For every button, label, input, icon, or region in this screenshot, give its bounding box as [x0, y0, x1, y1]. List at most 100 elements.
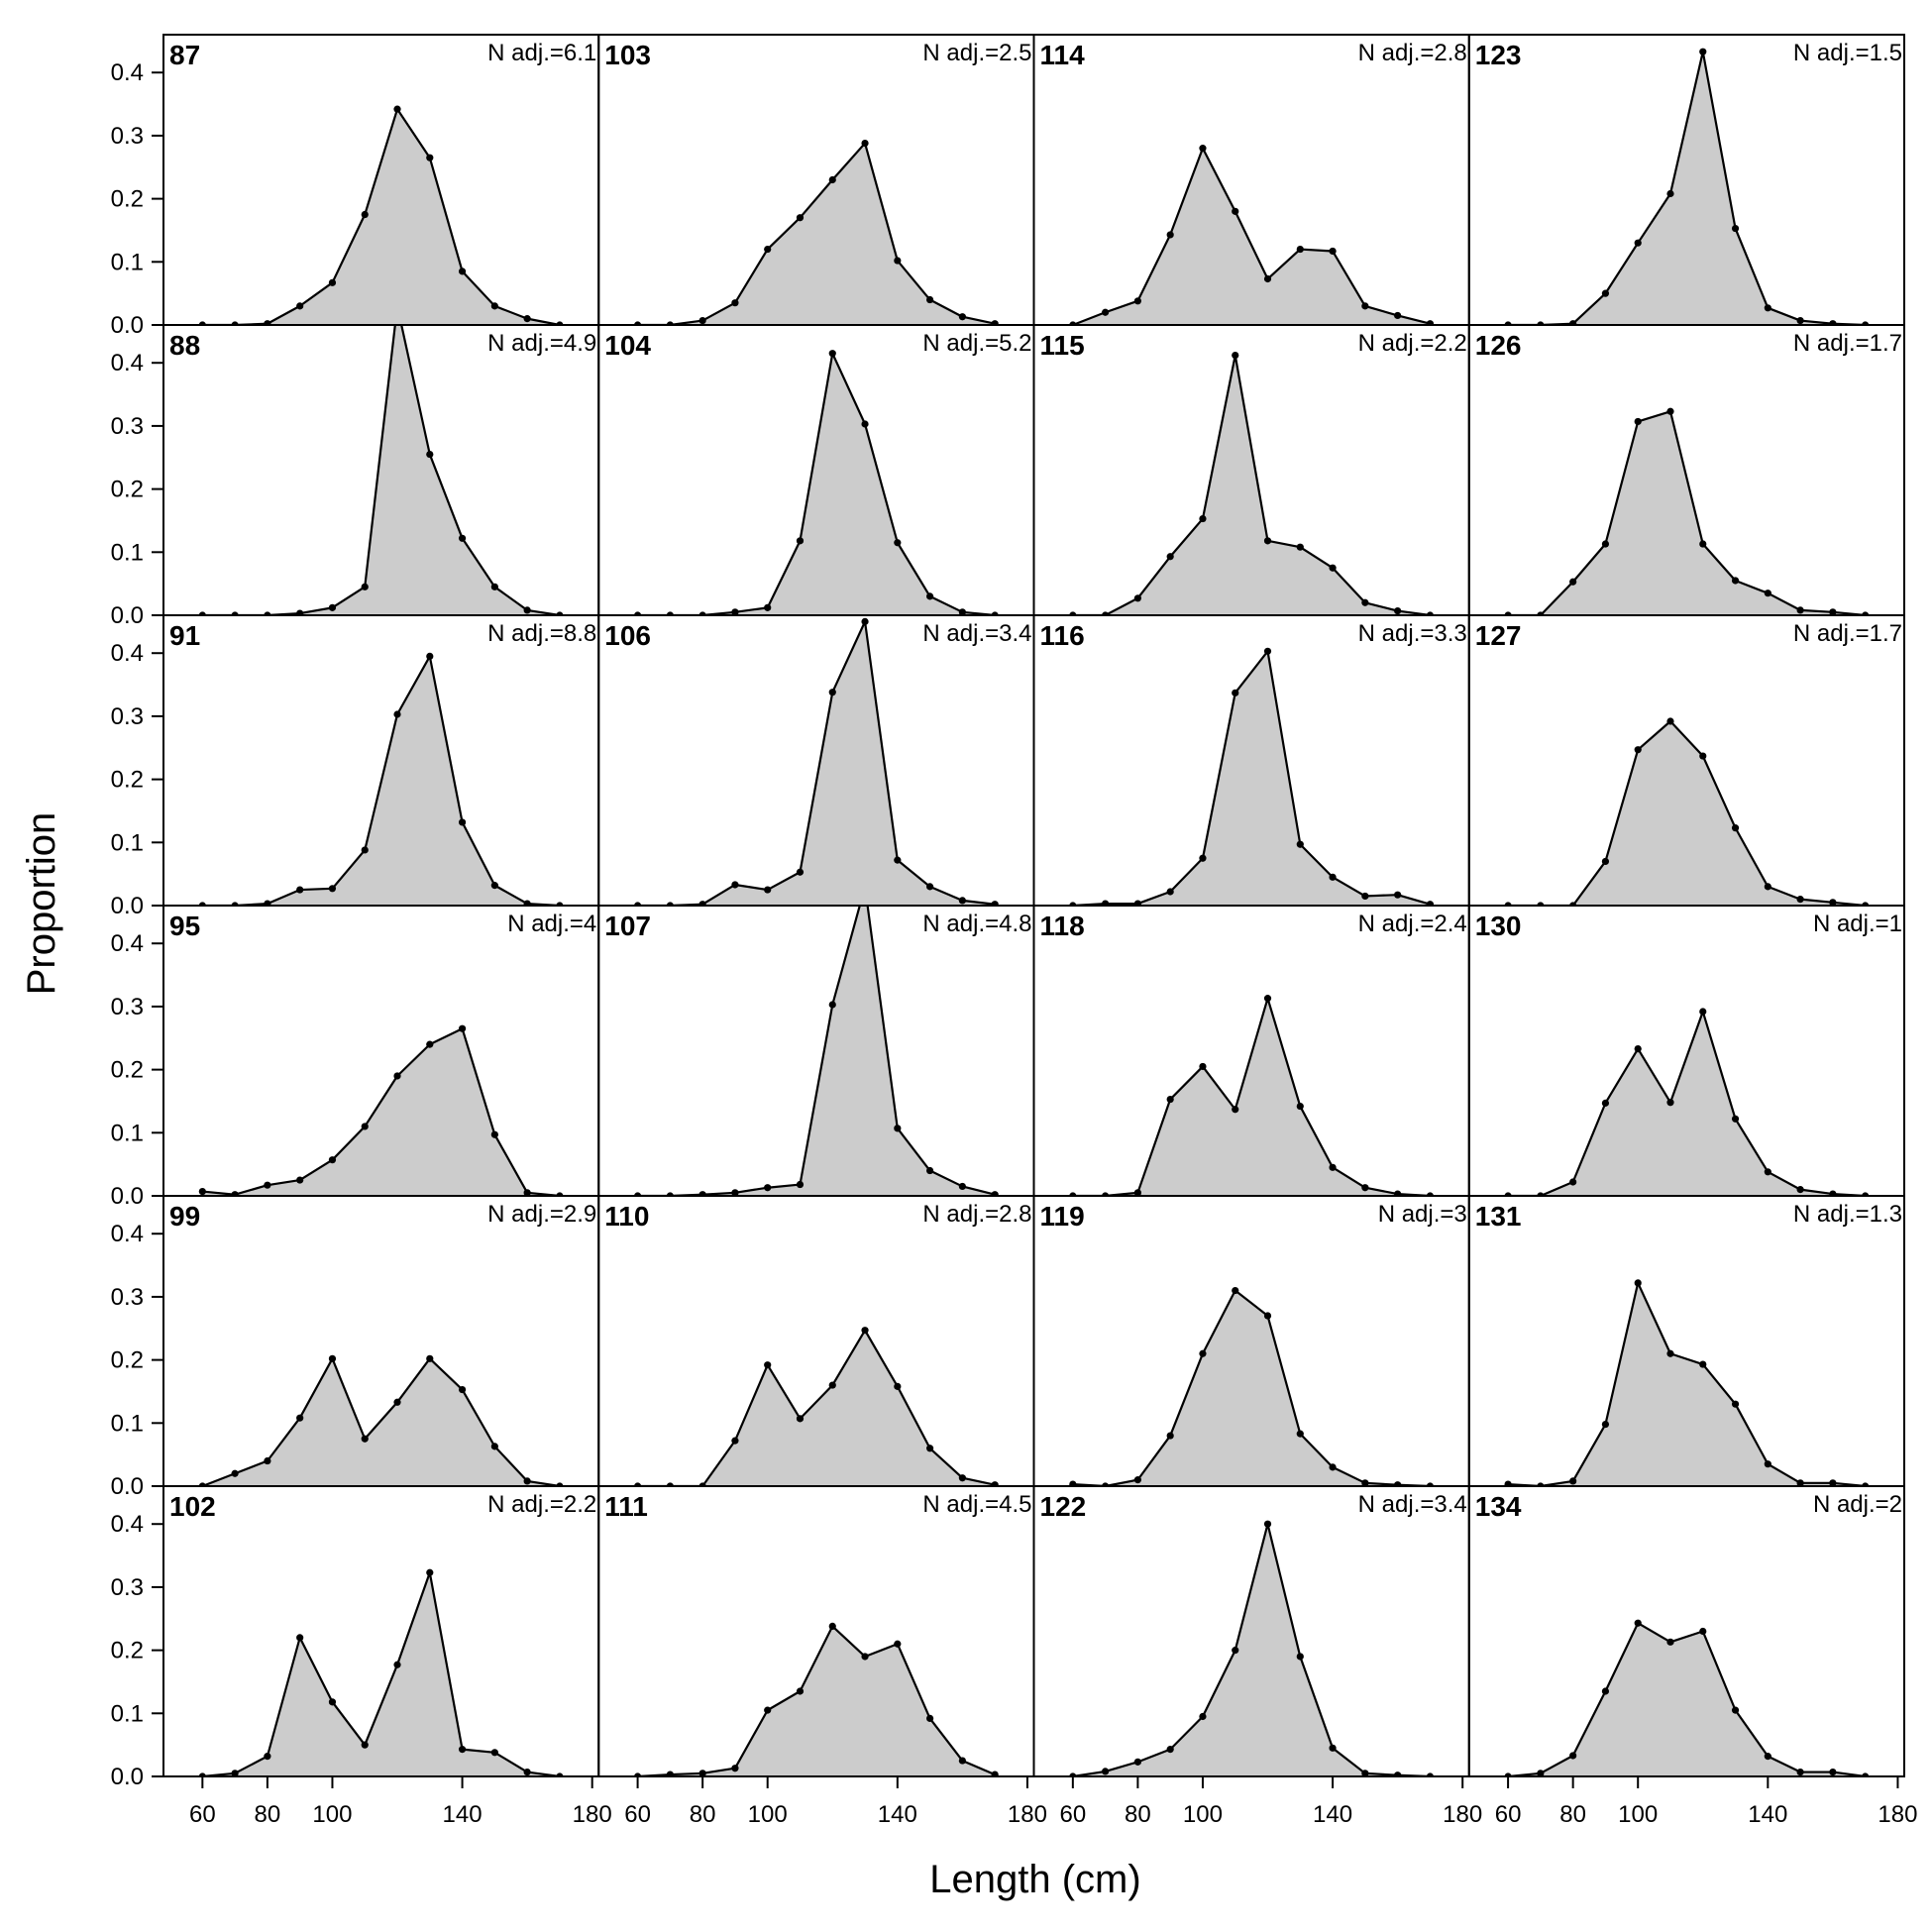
data-point — [894, 539, 902, 547]
panel-frame — [1467, 1485, 1905, 1777]
data-point — [1634, 417, 1642, 426]
data-point — [828, 689, 836, 697]
panel-plot-area — [198, 105, 564, 325]
data-point — [523, 1477, 531, 1485]
data-point — [1394, 1190, 1402, 1196]
data-point — [328, 603, 337, 611]
data-point — [361, 1741, 369, 1749]
data-point — [1666, 407, 1674, 415]
data-point — [1764, 304, 1771, 312]
data-point — [296, 302, 304, 310]
data-point — [958, 1474, 966, 1482]
area-fill — [637, 1330, 996, 1486]
data-point — [1634, 239, 1642, 247]
data-point — [926, 1714, 934, 1722]
data-point — [264, 1181, 271, 1189]
panel-n-adj-label: N adj.=4.8 — [922, 911, 1031, 937]
data-point — [1232, 1106, 1239, 1114]
data-point — [926, 1445, 934, 1452]
data-point — [958, 897, 966, 905]
panel-n-adj-label: N adj.=2.2 — [487, 1491, 596, 1518]
data-point — [991, 1771, 999, 1776]
area-fill — [202, 656, 560, 906]
x-tick-label: 140 — [878, 1801, 917, 1828]
data-point — [764, 1361, 772, 1369]
x-tick-label: 60 — [1059, 1801, 1086, 1828]
data-point — [458, 818, 467, 826]
data-point — [1199, 854, 1207, 862]
data-point — [991, 901, 999, 906]
x-tick-label: 60 — [189, 1801, 216, 1828]
y-tick-label: 0.2 — [111, 1638, 144, 1664]
data-point — [264, 1456, 271, 1465]
panel-126: 126 N adj.=1.7 — [1467, 324, 1905, 616]
series-line — [1072, 354, 1431, 615]
data-point — [1569, 578, 1577, 586]
panel-id-label: 131 — [1475, 1201, 1522, 1232]
data-point — [1232, 1286, 1239, 1295]
data-point — [1731, 577, 1740, 585]
data-point — [1634, 1619, 1642, 1627]
data-point — [828, 1001, 836, 1009]
data-point — [490, 302, 498, 310]
data-point — [828, 175, 836, 184]
data-point — [1329, 1163, 1337, 1171]
data-point — [393, 1661, 401, 1668]
panel-87: 87 N adj.=6.1 — [162, 34, 600, 326]
area-fill — [1508, 721, 1866, 906]
panel-111: 111 N adj.=4.5 — [597, 1485, 1035, 1777]
data-point — [328, 1354, 337, 1362]
data-point — [796, 1180, 805, 1189]
panel-n-adj-label: N adj.=5.2 — [922, 330, 1031, 357]
panel-127: 127 N adj.=1.7 — [1467, 614, 1905, 907]
data-point — [1394, 891, 1402, 899]
series-line — [637, 620, 996, 906]
data-point — [1296, 543, 1304, 551]
data-point — [1666, 189, 1674, 198]
data-point — [1166, 231, 1174, 239]
data-point — [361, 1123, 369, 1130]
y-tick-label: 0.4 — [111, 640, 144, 667]
data-point — [523, 900, 531, 906]
data-point — [1199, 145, 1207, 153]
series-line — [1508, 51, 1866, 325]
panel-103: 103 N adj.=2.5 — [597, 34, 1035, 326]
data-point — [1764, 590, 1771, 597]
panel-plot-area — [1504, 717, 1870, 906]
y-tick-label: 0.3 — [111, 413, 144, 440]
y-tick-label: 0.3 — [111, 703, 144, 730]
data-point — [1361, 302, 1369, 310]
panel-id-label: 118 — [1040, 911, 1085, 941]
y-tick-label: 0.2 — [111, 1347, 144, 1374]
data-point — [264, 320, 271, 325]
data-point — [1329, 247, 1337, 256]
data-point — [1601, 540, 1610, 548]
data-point — [296, 886, 304, 894]
area-fill — [1508, 1282, 1866, 1486]
data-point — [1199, 1349, 1207, 1357]
data-point — [1361, 1770, 1369, 1776]
area-fill — [637, 906, 996, 1196]
x-tick-label: 140 — [443, 1801, 483, 1828]
y-tick-label: 0.4 — [111, 930, 144, 957]
data-point — [1829, 1479, 1837, 1486]
panel-plot-area — [1069, 1286, 1435, 1486]
y-tick-label: 0.0 — [111, 1764, 144, 1790]
panel-plot-area — [1504, 1008, 1870, 1196]
panel-n-adj-label: N adj.=2.9 — [487, 1201, 596, 1228]
panel-id-label: 99 — [169, 1201, 200, 1232]
data-point — [523, 606, 531, 614]
panel-id-label: 111 — [604, 1491, 648, 1522]
panel-n-adj-label: N adj.=3 — [1378, 1201, 1467, 1228]
data-point — [1504, 1480, 1512, 1486]
data-point — [894, 1640, 902, 1648]
data-point — [1329, 1744, 1337, 1752]
data-point — [1361, 892, 1369, 901]
series-line — [202, 1027, 561, 1196]
data-point — [1731, 224, 1740, 233]
panel-plot-area — [198, 1354, 564, 1486]
y-tick-label: 0.1 — [111, 829, 144, 856]
series-line — [202, 655, 560, 906]
panel-grid: 87 N adj.=6.1 88 N adj.=4.9 91 N adj.=8.8 95 N … — [162, 34, 1905, 1777]
data-point — [1666, 1099, 1674, 1107]
